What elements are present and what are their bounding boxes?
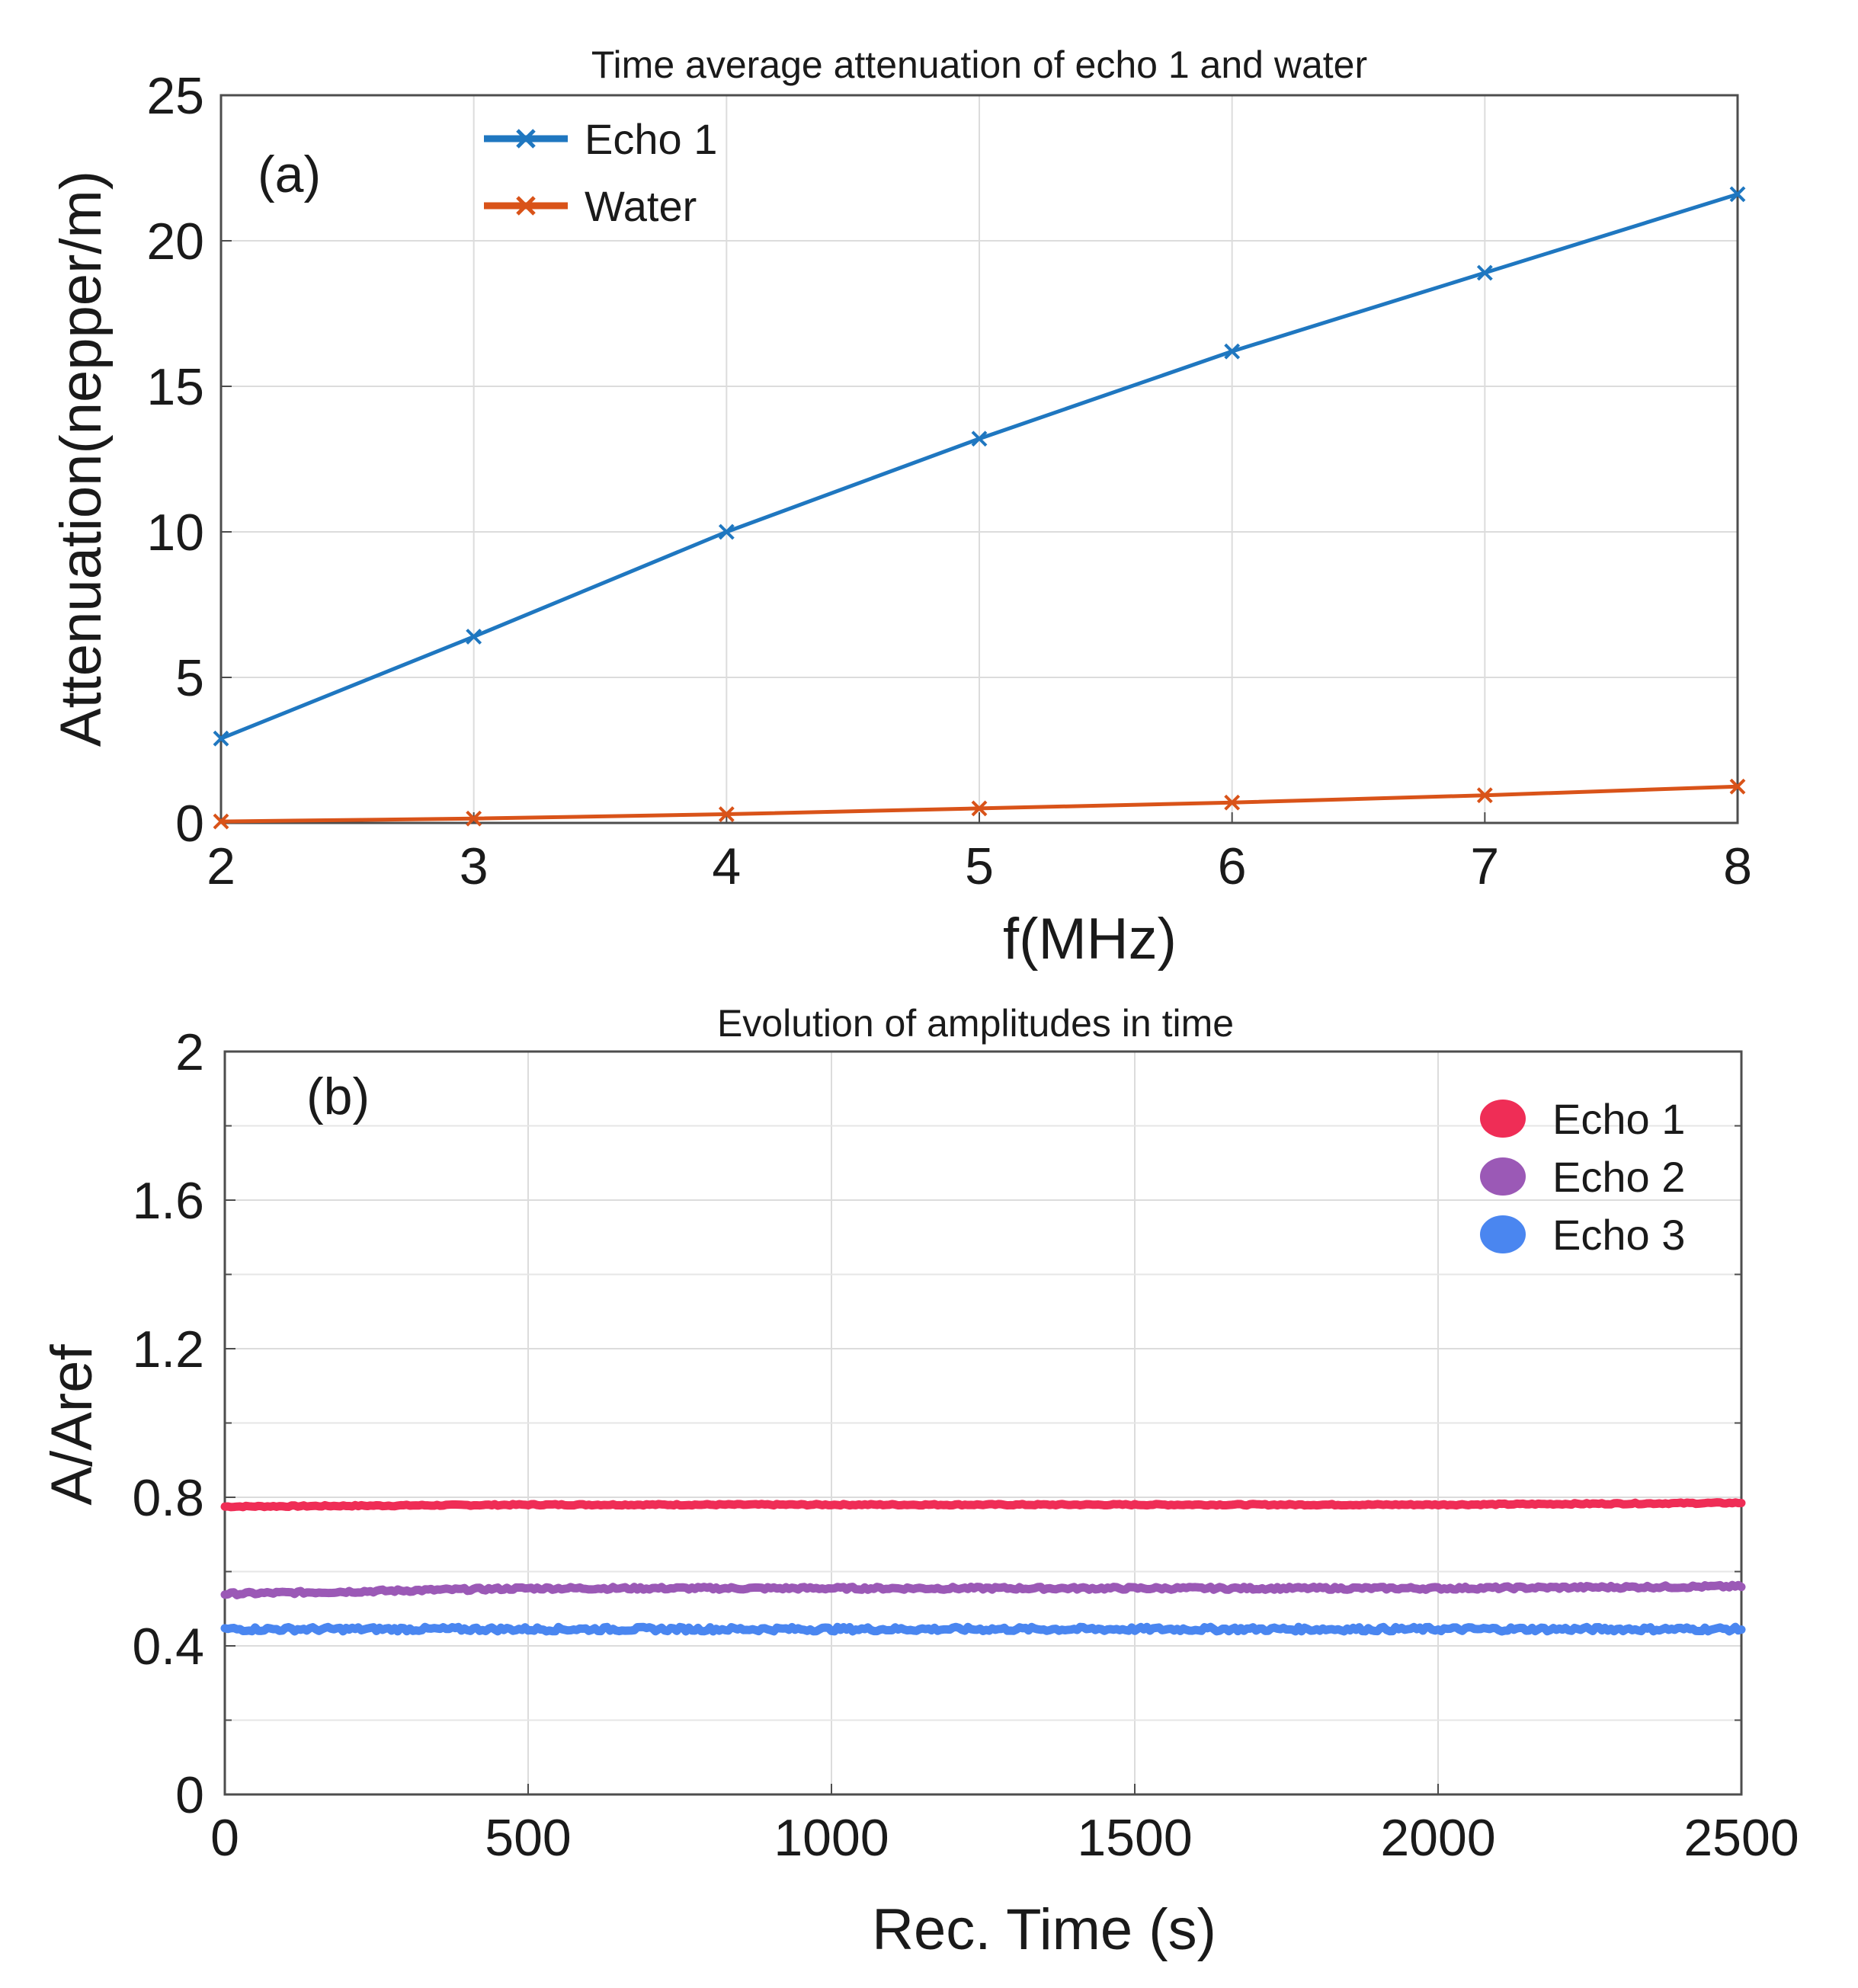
y-tick-label: 0 — [175, 1766, 204, 1824]
x-tick-label: 1500 — [1077, 1809, 1192, 1867]
y-tick-label: 25 — [146, 67, 204, 125]
series-line-echo-1 — [220, 1498, 1746, 1512]
series-line-echo-3 — [220, 1622, 1746, 1636]
y-tick-label: 1.2 — [132, 1321, 204, 1378]
legend-label: Echo 1 — [1552, 1095, 1685, 1143]
panel-b-legend: Echo 1 Echo 2 Echo 3 — [1480, 1095, 1685, 1259]
y-tick-label: 1.6 — [132, 1172, 204, 1230]
data-point-marker — [971, 431, 988, 447]
series-line-echo-2 — [220, 1580, 1746, 1599]
y-tick-label: 5 — [175, 649, 204, 707]
y-tick-label: 0 — [175, 795, 204, 853]
x-tick-label: 2000 — [1380, 1809, 1495, 1867]
data-point-marker — [466, 810, 482, 827]
x-tick-label: 6 — [1218, 837, 1247, 895]
x-tick-label: 7 — [1470, 837, 1499, 895]
legend-label: Echo 2 — [1552, 1153, 1685, 1201]
y-tick-label: 15 — [146, 358, 204, 416]
data-point-marker — [1476, 787, 1493, 804]
panel-b-y-axis-label: A/Aref — [40, 1344, 104, 1506]
panel-a-grid — [220, 94, 1738, 824]
data-point-marker — [466, 629, 482, 645]
legend-label: Water — [585, 182, 697, 230]
panel-a-attenuation-chart: 2 3 4 5 6 7 8 0 5 10 15 20 25 Time average attenuati… — [49, 43, 1752, 972]
legend-swatch — [1480, 1100, 1526, 1138]
x-tick-label: 500 — [485, 1809, 571, 1867]
data-point-marker — [718, 806, 735, 822]
data-point-marker — [213, 813, 229, 830]
data-point-marker — [971, 800, 988, 817]
panel-b-amplitude-chart: 0 500 1000 1500 2000 2500 0 0.4 0.8 1.2 1.6 2 Evolu… — [40, 1002, 1799, 1962]
panel-b-series — [220, 1498, 1746, 1636]
panel-b-title: Evolution of amplitudes in time — [717, 1002, 1234, 1045]
panel-a-axes-box — [219, 94, 1739, 824]
x-tick-label: 2500 — [1683, 1809, 1799, 1867]
panel-a-label: (a) — [258, 146, 321, 203]
panel-a-tick-labels: 2 3 4 5 6 7 8 0 5 10 15 20 25 — [146, 67, 1752, 895]
x-tick-label: 5 — [965, 837, 994, 895]
data-point-marker — [1224, 343, 1241, 360]
x-tick-label: 1000 — [774, 1809, 889, 1867]
data-point-marker — [1729, 778, 1746, 795]
x-tick-label: 3 — [460, 837, 489, 895]
data-point-marker — [1224, 794, 1241, 811]
y-tick-label: 20 — [146, 213, 204, 271]
panel-a-legend: Echo 1 Water — [484, 115, 717, 230]
x-tick-label: 0 — [210, 1809, 239, 1867]
panel-b-tick-labels: 0 500 1000 1500 2000 2500 0 0.4 0.8 1.2 1.6 2 — [132, 1023, 1799, 1867]
panel-a-series — [213, 186, 1746, 830]
y-tick-label: 10 — [146, 504, 204, 562]
data-point-marker — [1476, 264, 1493, 281]
data-point-marker — [213, 730, 229, 747]
legend-label: Echo 1 — [585, 115, 717, 163]
legend-marker — [516, 129, 536, 149]
y-tick-label: 2 — [175, 1023, 204, 1081]
panel-b-label: (b) — [306, 1068, 370, 1125]
x-tick-label: 2 — [207, 837, 235, 895]
legend-marker — [516, 196, 536, 216]
y-tick-label: 0.8 — [132, 1469, 204, 1527]
data-point-marker — [718, 523, 735, 540]
panel-a-y-axis-label: Attenuation(nepper/m) — [49, 171, 114, 747]
legend-swatch — [1480, 1215, 1526, 1253]
panel-a-x-axis-label: f(MHz) — [1003, 907, 1177, 972]
legend-swatch — [1480, 1157, 1526, 1196]
panel-a-title: Time average attenuation of echo 1 and w… — [591, 43, 1367, 86]
data-point-marker — [1729, 186, 1746, 203]
panel-b-x-axis-label: Rec. Time (s) — [872, 1897, 1216, 1962]
x-tick-label: 4 — [712, 837, 741, 895]
x-tick-label: 8 — [1723, 837, 1752, 895]
y-tick-label: 0.4 — [132, 1618, 204, 1676]
panel-b-axes-box — [223, 1050, 1743, 1796]
legend-label: Echo 3 — [1552, 1211, 1685, 1259]
